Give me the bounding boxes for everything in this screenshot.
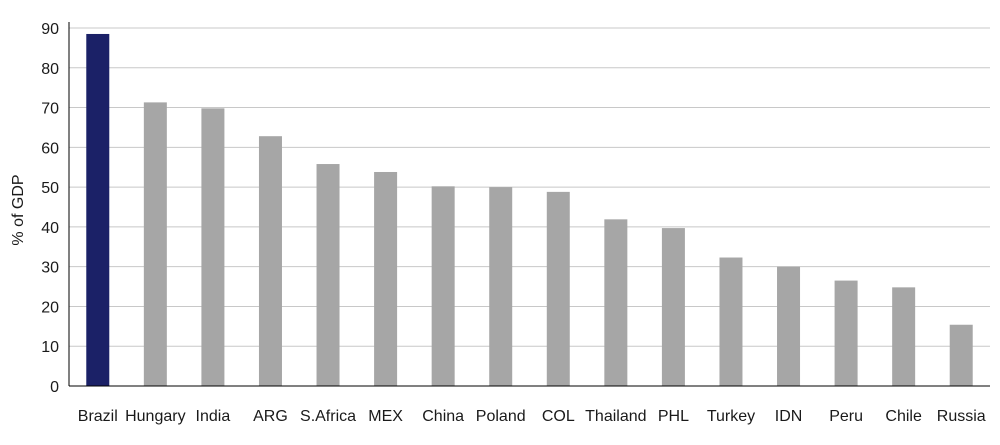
bar-russia <box>949 324 973 386</box>
y-tick-labels: 0 10 20 30 40 50 60 70 80 90 <box>41 21 59 396</box>
y-tick-label: 80 <box>41 61 59 78</box>
bar-turkey <box>719 257 743 386</box>
y-tick-label: 90 <box>41 21 59 38</box>
y-tick-label: 0 <box>50 379 59 396</box>
bar-brazil <box>86 33 110 386</box>
x-tick-label: Hungary <box>125 408 185 425</box>
bar-arg <box>258 136 282 386</box>
x-tick-label: PHL <box>658 408 689 425</box>
bar-thailand <box>604 219 628 386</box>
x-tick-label: Brazil <box>78 408 118 425</box>
x-tick-label: Chile <box>885 408 922 425</box>
bar-chile <box>892 287 916 386</box>
x-tick-label: Thailand <box>585 408 646 425</box>
y-axis-title: % of GDP <box>10 174 27 245</box>
axes <box>68 22 990 387</box>
bar-hungary <box>143 102 167 386</box>
bar-india <box>201 108 225 387</box>
bar-idn <box>777 266 801 386</box>
x-tick-labels: Brazil Hungary India ARG S.Africa MEX China Pol… <box>78 408 986 425</box>
x-tick-label: ARG <box>253 408 288 425</box>
y-tick-label: 10 <box>41 339 59 356</box>
y-tick-label: 30 <box>41 260 59 277</box>
x-tick-label: IDN <box>775 408 803 425</box>
x-tick-label: Peru <box>829 408 863 425</box>
bar-china <box>431 186 455 386</box>
x-tick-label: Russia <box>937 408 986 425</box>
bar-poland <box>489 187 513 386</box>
x-tick-label: MEX <box>368 408 403 425</box>
x-tick-label: Turkey <box>707 408 755 425</box>
bar-peru <box>834 280 858 386</box>
x-tick-label: Poland <box>476 408 526 425</box>
bar-mex <box>374 171 398 386</box>
bar-col <box>546 191 570 386</box>
y-tick-label: 70 <box>41 101 59 118</box>
y-tick-label: 20 <box>41 299 59 316</box>
x-tick-label: S.Africa <box>300 408 356 425</box>
y-tick-label: 40 <box>41 220 59 237</box>
x-tick-label: China <box>422 408 464 425</box>
y-tick-label: 60 <box>41 140 59 157</box>
bars <box>86 33 973 387</box>
x-tick-label: COL <box>542 408 575 425</box>
bar-phl <box>661 228 685 386</box>
x-tick-label: India <box>196 408 231 425</box>
bar-s-africa <box>316 164 340 386</box>
y-tick-label: 50 <box>41 180 59 197</box>
